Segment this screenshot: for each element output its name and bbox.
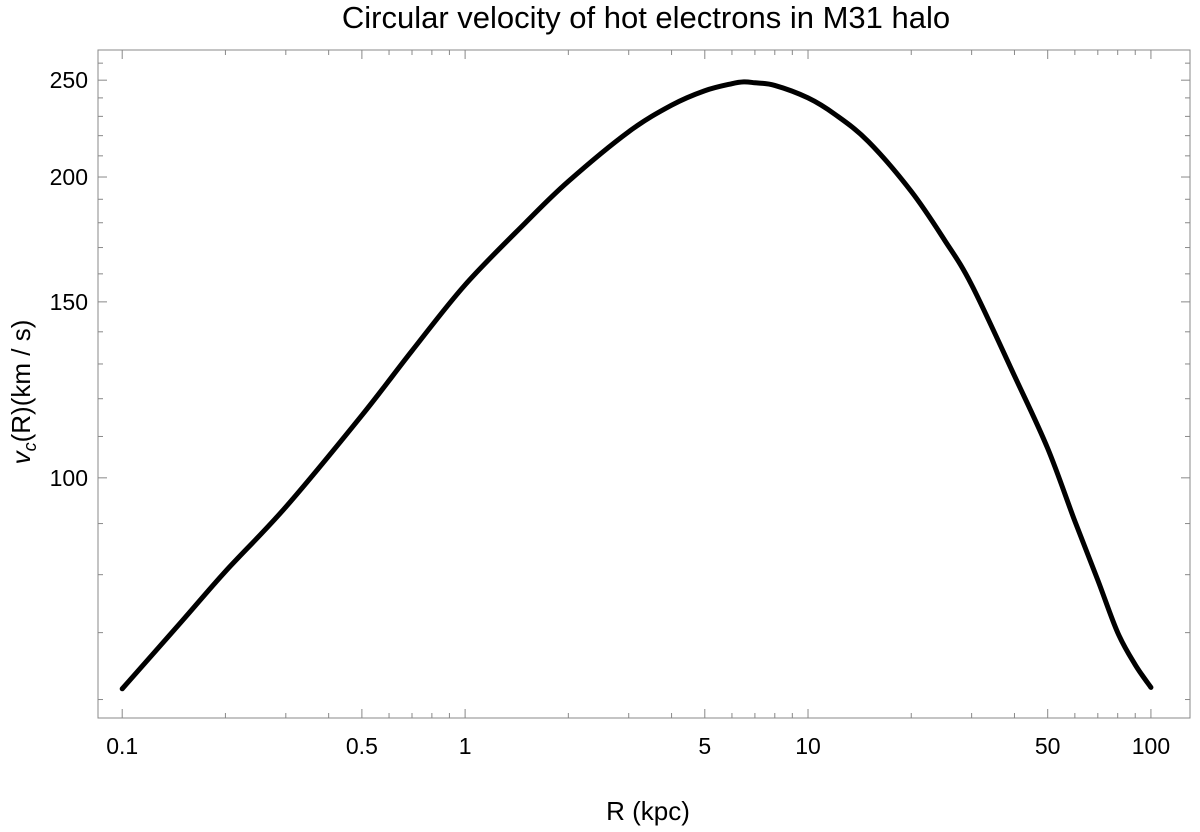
x-tick-label: 100	[1132, 733, 1170, 759]
x-tick-label: 50	[1035, 733, 1061, 759]
y-axis-label-var: v	[6, 449, 36, 464]
chart-title: Circular velocity of hot electrons in M3…	[342, 0, 950, 35]
y-axis-label-rest: (R)(km / s)	[6, 320, 36, 443]
x-axis-label: R (kpc)	[606, 796, 690, 826]
y-tick-label: 100	[50, 465, 88, 491]
x-tick-label: 1	[459, 733, 472, 759]
x-tick-label: 10	[795, 733, 821, 759]
x-axis-ticks: 0.1 0.5 1 5 10 50 100	[106, 733, 1170, 759]
y-axis-ticks: 100 150 200 250	[50, 67, 88, 491]
x-tick-label: 0.1	[106, 733, 138, 759]
minor-ticks	[98, 50, 1190, 718]
series-line	[119, 79, 1154, 692]
x-tick-label: 0.5	[346, 733, 378, 759]
x-tick-label: 5	[698, 733, 711, 759]
y-tick-label: 150	[50, 289, 88, 315]
y-axis-label-sub: c	[20, 442, 40, 451]
plot-frame	[97, 49, 1191, 719]
y-tick-label: 200	[50, 164, 88, 190]
y-axis-label: vc(R)(km / s)	[6, 320, 40, 465]
y-tick-label: 250	[50, 67, 88, 93]
